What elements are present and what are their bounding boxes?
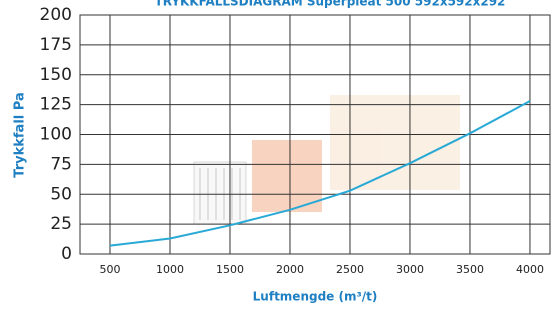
filter-small — [194, 162, 246, 224]
y-tick-label: 150 — [40, 65, 72, 85]
x-tick-label: 2000 — [276, 263, 304, 276]
y-tick-label: 25 — [50, 214, 72, 234]
x-tick-label: 3000 — [396, 263, 424, 276]
y-tick-label: 100 — [40, 125, 72, 145]
x-tick-label: 1000 — [156, 263, 184, 276]
y-tick-label: 0 — [61, 244, 72, 264]
chart-title: TRYKKFALLSDIAGRAM Superpleat 500 592x592… — [155, 0, 506, 9]
x-tick-label: 2500 — [336, 263, 364, 276]
y-tick-label: 200 — [40, 5, 72, 25]
y-axis-label: Trykkfall Pa — [13, 92, 28, 177]
x-tick-label: 4000 — [516, 263, 544, 276]
x-tick-label: 3500 — [456, 263, 484, 276]
chart: TRYKKFALLSDIAGRAM Superpleat 500 592x592… — [0, 0, 552, 309]
y-tick-label: 175 — [40, 35, 72, 55]
y-tick-label: 125 — [40, 95, 72, 115]
y-tick-label: 75 — [50, 154, 72, 174]
x-tick-label: 500 — [99, 263, 120, 276]
y-tick-label: 50 — [50, 184, 72, 204]
x-axis-label: Luftmengde (m³/t) — [253, 290, 378, 304]
filter-illustrations — [194, 95, 460, 224]
filter-medium — [252, 140, 322, 212]
x-tick-label: 1500 — [216, 263, 244, 276]
